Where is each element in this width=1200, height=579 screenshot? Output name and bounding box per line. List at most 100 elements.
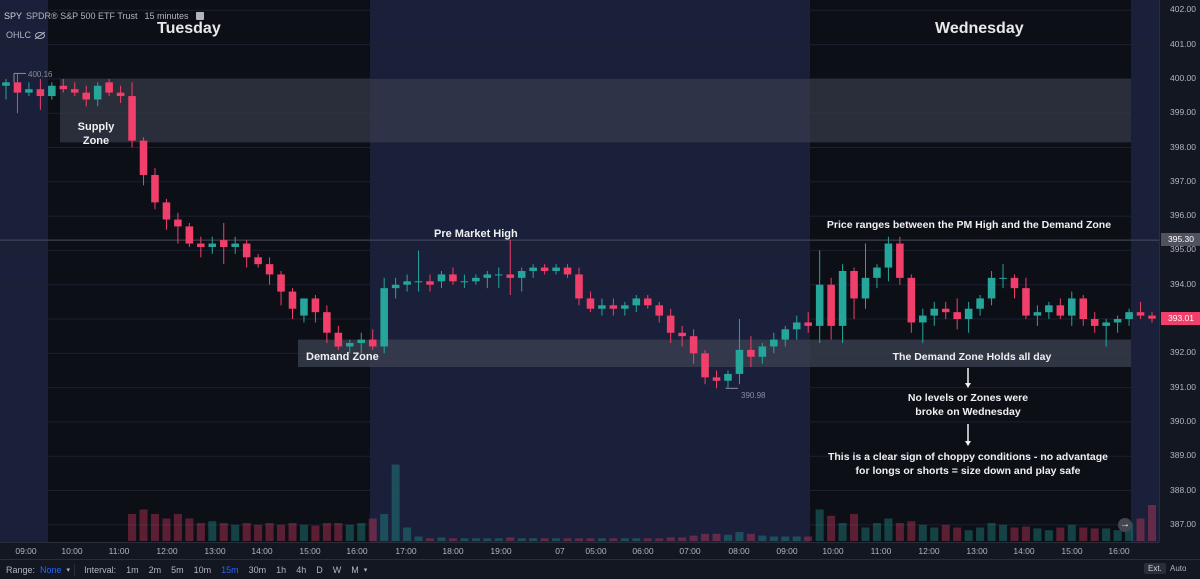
volume-bar <box>1033 528 1042 541</box>
interval-button-2m[interactable]: 2m <box>148 564 162 575</box>
candle-body <box>288 291 297 309</box>
interval-button-5m[interactable]: 5m <box>171 564 184 575</box>
time-axis[interactable]: 09:00 10:00 11:00 12:00 13:00 14:00 15:00 16:00… <box>0 542 1159 559</box>
volume-bar <box>872 523 881 541</box>
candle-body <box>219 240 228 247</box>
volume-bar <box>437 537 446 541</box>
price-tick-label: 387.00 <box>1170 518 1196 529</box>
pm-high-price-badge: 395.30 <box>1161 233 1200 247</box>
arrow-down-head <box>965 441 971 446</box>
candle-body <box>678 332 686 337</box>
candle-body <box>712 377 721 381</box>
interval-button-10m[interactable]: 10m <box>193 564 212 575</box>
interval-button-1h[interactable]: 1h <box>276 564 287 575</box>
interval-button-D[interactable]: D <box>316 564 323 575</box>
time-tick-label: 18:00 <box>442 546 464 556</box>
volume-bar <box>254 524 263 541</box>
volume-bar <box>380 514 389 541</box>
volume-bar <box>987 523 996 541</box>
day-label-wednesday: Wednesday <box>935 20 1024 37</box>
volume-bar <box>391 464 400 541</box>
time-tick-label: 15:00 <box>299 546 321 556</box>
volume-bar <box>265 523 274 541</box>
price-axis[interactable]: 402.00 401.00 400.00 399.00 398.00 397.00 396.… <box>1159 0 1200 542</box>
volume-bar <box>1136 518 1145 541</box>
candle-body <box>563 267 572 275</box>
volume-bar <box>173 514 182 541</box>
candle-body <box>208 243 217 247</box>
volume-bar <box>781 536 790 541</box>
price-tick-label: 398.00 <box>1170 141 1196 152</box>
volume-bar <box>678 537 687 541</box>
candle-body <box>197 243 205 247</box>
volume-bar <box>746 533 755 541</box>
volume-bar <box>1044 530 1053 541</box>
chevron-down-icon[interactable]: ▾ <box>66 566 71 574</box>
time-tick-label: 15:00 <box>1061 546 1083 556</box>
candle-body <box>1056 305 1065 316</box>
volume-bar <box>769 536 778 541</box>
candle-body <box>621 305 629 309</box>
candle-body <box>1045 305 1053 313</box>
candle-body <box>25 89 33 93</box>
interval-button-15m[interactable]: 15m <box>221 564 239 575</box>
candle-body <box>460 281 469 283</box>
volume-bar <box>414 536 423 541</box>
price-tick-label: 391.00 <box>1170 381 1196 392</box>
volume-bar <box>483 538 492 541</box>
time-tick-label: 07 <box>555 546 565 556</box>
volume-bar <box>701 533 710 541</box>
eye-hidden-icon[interactable] <box>35 31 46 39</box>
price-chart[interactable] <box>0 0 1159 542</box>
interval-button-W[interactable]: W <box>332 564 342 575</box>
toolbar-divider <box>74 563 76 576</box>
volume-bar <box>884 518 893 541</box>
candle-body <box>13 82 22 93</box>
range-dropdown[interactable]: None <box>40 564 62 575</box>
candle-body <box>185 226 194 244</box>
volume-bar <box>277 524 286 541</box>
volume-bar <box>322 523 331 541</box>
price-tick-label: 388.00 <box>1170 484 1196 495</box>
time-tick-label: 11:00 <box>870 546 892 556</box>
volume-bar <box>643 538 652 541</box>
ohlc-label: OHLC <box>6 30 32 40</box>
volume-bar <box>150 514 159 541</box>
volume-bar <box>403 527 412 541</box>
volume-bar <box>540 538 549 541</box>
scroll-to-realtime-button[interactable]: → <box>1118 518 1132 532</box>
auto-scale-button[interactable]: Auto <box>1170 564 1187 573</box>
chevron-down-icon[interactable]: ▾ <box>363 566 368 574</box>
symbol-description: SPDR® S&P 500 ETF Trust <box>26 11 138 21</box>
notes-icon[interactable] <box>195 12 204 20</box>
interval-button-1m[interactable]: 1m <box>126 564 139 575</box>
candle-body <box>242 243 251 258</box>
ohlc-indicator[interactable]: OHLC <box>6 30 46 40</box>
interval-button-4h[interactable]: 4h <box>296 564 307 575</box>
candle-body <box>953 312 961 320</box>
volume-bar <box>231 524 240 541</box>
candle-body <box>368 339 377 347</box>
chart-pane[interactable]: SPY SPDR® S&P 500 ETF Trust 15 minutes O… <box>0 0 1159 542</box>
candle-body <box>987 277 996 299</box>
candle-body <box>380 288 388 347</box>
price-tick-label: 395.00 <box>1170 244 1196 255</box>
candle-body <box>472 277 480 282</box>
interval-label[interactable]: 15 minutes <box>144 11 189 21</box>
time-tick-label: 09:00 <box>776 546 798 556</box>
volume-bar <box>827 515 836 541</box>
candle-body <box>93 85 102 100</box>
interval-button-M[interactable]: M <box>351 564 359 575</box>
candle-body <box>815 284 824 326</box>
volume-bar <box>918 524 927 541</box>
candle-body <box>747 349 755 357</box>
volume-bar <box>426 538 435 541</box>
volume-bar <box>311 525 320 541</box>
candle-body <box>632 298 641 306</box>
volume-bar <box>357 523 366 541</box>
candle-body <box>494 274 503 276</box>
extended-hours-button[interactable]: Ext. <box>1144 563 1166 574</box>
symbol-ticker[interactable]: SPY <box>4 11 23 21</box>
interval-button-30m[interactable]: 30m <box>248 564 267 575</box>
volume-bar <box>941 524 950 541</box>
